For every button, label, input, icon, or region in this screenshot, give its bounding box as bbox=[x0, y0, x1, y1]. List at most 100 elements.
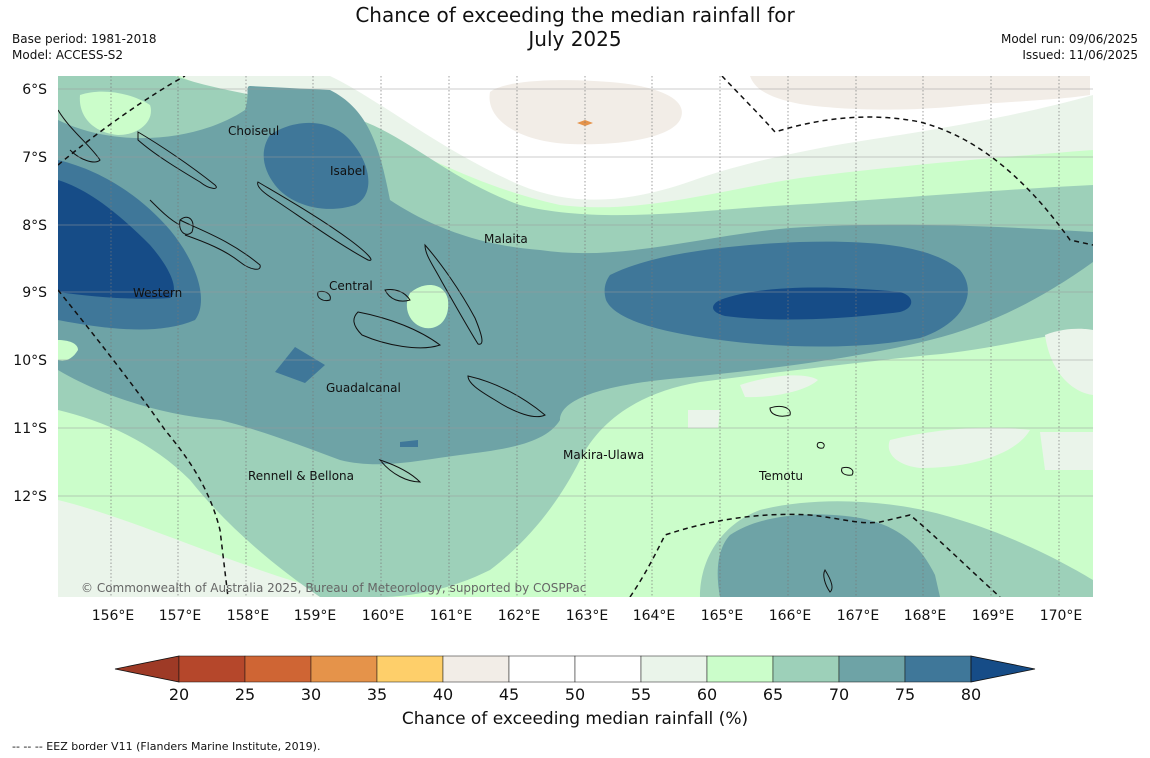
band-60-65-central-pocket bbox=[406, 284, 449, 329]
colorbar-swatch-30-35 bbox=[310, 655, 378, 683]
band-70-75-southeast bbox=[717, 514, 940, 597]
lon-label-163: 163°E bbox=[566, 608, 609, 624]
band-80-east bbox=[713, 287, 912, 320]
coast-utupua bbox=[841, 467, 854, 476]
lon-label-156: 156°E bbox=[92, 608, 135, 624]
cb-tick-65: 65 bbox=[763, 685, 783, 704]
eez-southeast bbox=[629, 513, 1001, 597]
colorbar-swatch-70-75 bbox=[838, 655, 906, 683]
latitude-labels: 6°S 7°S 8°S 9°S 10°S 11°S 12°S bbox=[13, 82, 47, 505]
eez-northeast bbox=[721, 76, 1093, 246]
band-75-80-isabel bbox=[263, 122, 369, 209]
cb-tick-20: 20 bbox=[169, 685, 189, 704]
meta-right: Model run: 09/06/2025 Issued: 11/06/2025 bbox=[1001, 31, 1138, 63]
band-55-60-far-east-2 bbox=[1040, 432, 1093, 470]
region-labels: Choiseul Isabel Malaita Western Central … bbox=[133, 124, 803, 483]
region-choiseul: Choiseul bbox=[228, 124, 279, 138]
coast-torres bbox=[823, 569, 833, 593]
band-55-60-east bbox=[888, 427, 1030, 468]
lon-label-166: 166°E bbox=[769, 608, 812, 624]
lon-label-170: 170°E bbox=[1040, 608, 1083, 624]
cb-tick-55: 55 bbox=[631, 685, 651, 704]
model-run: Model run: 09/06/2025 bbox=[1000, 32, 1138, 46]
lon-label-169: 169°E bbox=[972, 608, 1015, 624]
band-80-western bbox=[58, 180, 174, 299]
colorbar-swatch-75-80 bbox=[904, 655, 972, 683]
lon-label-158: 158°E bbox=[227, 608, 270, 624]
coast-new-georgia bbox=[149, 199, 261, 270]
band-60-65-west-edge bbox=[58, 340, 78, 361]
band-40-45-northeast bbox=[750, 76, 1090, 110]
eez-footnote: -- -- -- EEZ border V11 (Flanders Marine… bbox=[12, 740, 321, 753]
coast-guadalcanal bbox=[353, 311, 442, 349]
colorbar-swatch-50-55 bbox=[574, 655, 642, 683]
cb-tick-75: 75 bbox=[895, 685, 915, 704]
colorbar-low-extension bbox=[114, 655, 180, 683]
title-line-2: July 2025 bbox=[528, 27, 622, 51]
base-period: Base period: 1981-2018 bbox=[12, 32, 157, 46]
region-guadalcanal: Guadalcanal bbox=[326, 381, 401, 395]
lon-label-168: 168°E bbox=[904, 608, 947, 624]
colorbar-title: Chance of exceeding median rainfall (%) bbox=[401, 709, 749, 729]
meridians bbox=[110, 76, 1060, 597]
colorbar-high-extension bbox=[970, 655, 1036, 683]
eez-west bbox=[58, 289, 229, 597]
cb-tick-70: 70 bbox=[829, 685, 849, 704]
colorbar-swatch-20-25 bbox=[178, 655, 246, 683]
coastlines bbox=[58, 109, 854, 593]
coast-kolombangara bbox=[179, 216, 194, 235]
issued-date: Issued: 11/06/2025 bbox=[1022, 48, 1138, 62]
colorbar-ticks: 20 25 30 35 40 45 50 55 60 65 70 75 80 bbox=[169, 685, 981, 704]
coast-malaita bbox=[424, 243, 483, 345]
colorbar-swatch-65-70 bbox=[772, 655, 840, 683]
lat-label-6: 6°S bbox=[22, 82, 47, 98]
lat-label-9: 9°S bbox=[22, 285, 47, 301]
colorbar-swatch-45-50 bbox=[508, 655, 576, 683]
cb-tick-50: 50 bbox=[565, 685, 585, 704]
band-55-60-small bbox=[688, 410, 720, 428]
rainfall-map bbox=[58, 76, 1093, 597]
cb-tick-35: 35 bbox=[367, 685, 387, 704]
lon-label-167: 167°E bbox=[837, 608, 880, 624]
band-75-80-guadalcanal bbox=[275, 347, 325, 383]
region-rennell-bellona: Rennell & Bellona bbox=[248, 469, 354, 483]
lat-label-8: 8°S bbox=[22, 218, 47, 234]
lat-label-11: 11°S bbox=[13, 421, 47, 437]
cb-tick-30: 30 bbox=[301, 685, 321, 704]
cb-tick-80: 80 bbox=[961, 685, 981, 704]
cb-tick-25: 25 bbox=[235, 685, 255, 704]
region-western: Western bbox=[133, 286, 182, 300]
copyright-notice: © Commonwealth of Australia 2025, Bureau… bbox=[81, 581, 586, 595]
band-55-60-southwest bbox=[58, 500, 350, 597]
map-title: Chance of exceeding the median rainfall … bbox=[0, 3, 1150, 51]
lon-label-162: 162°E bbox=[498, 608, 541, 624]
colorbar: 20 25 30 35 40 45 50 55 60 65 70 75 80 bbox=[114, 655, 1036, 704]
coast-rennell bbox=[378, 458, 422, 483]
lon-label-160: 160°E bbox=[362, 608, 405, 624]
coast-bougainville bbox=[58, 109, 101, 163]
colorbar-swatch-25-30 bbox=[244, 655, 312, 683]
band-75-80-small bbox=[400, 440, 418, 447]
region-central: Central bbox=[329, 279, 373, 293]
model-name: Model: ACCESS-S2 bbox=[12, 48, 124, 62]
coast-isabel bbox=[257, 181, 372, 261]
lat-label-7: 7°S bbox=[22, 150, 47, 166]
coast-santa-cruz bbox=[769, 405, 791, 417]
lon-label-161: 161°E bbox=[430, 608, 473, 624]
lon-label-164: 164°E bbox=[633, 608, 676, 624]
band-55-60-temotu bbox=[740, 375, 818, 398]
coast-makira bbox=[467, 375, 546, 418]
band-40-45-north bbox=[489, 80, 682, 145]
cb-tick-40: 40 bbox=[433, 685, 453, 704]
region-makira-ulawa: Makira-Ulawa bbox=[563, 448, 644, 462]
lon-label-157: 157°E bbox=[159, 608, 202, 624]
meta-left: Base period: 1981-2018 Model: ACCESS-S2 bbox=[12, 31, 157, 63]
coast-choiseul bbox=[137, 131, 217, 189]
title-line-1: Chance of exceeding the median rainfall … bbox=[355, 3, 795, 27]
colorbar-swatch-55-60 bbox=[640, 655, 708, 683]
parallels bbox=[58, 88, 1093, 497]
region-malaita: Malaita bbox=[484, 232, 528, 246]
lon-label-159: 159°E bbox=[294, 608, 337, 624]
band-60-65-nw bbox=[79, 91, 151, 135]
